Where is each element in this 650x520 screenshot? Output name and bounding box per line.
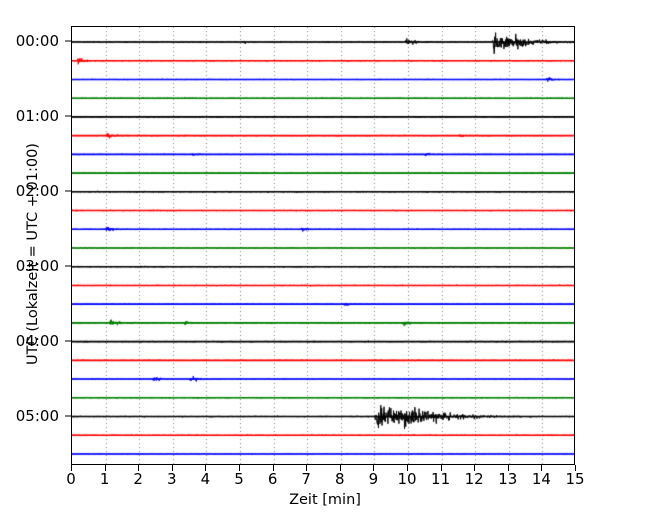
y-tick-label: 05:00 [15,406,59,425]
x-tick-mark [306,465,308,471]
y-tick-mark [65,340,71,342]
x-tick-mark [440,465,442,471]
x-tick-label: 11 [431,470,451,488]
plot-area [71,26,575,465]
x-tick-label: 6 [267,470,278,488]
y-tick-mark [65,265,71,267]
x-axis-label: Zeit [min] [289,492,361,508]
y-tick-label: 04:00 [15,331,59,350]
y-tick-mark [65,40,71,42]
x-tick-mark [272,465,274,471]
x-tick-label: 5 [234,470,244,488]
x-tick-label: 2 [133,470,143,488]
x-tick-mark [407,465,408,471]
y-tick-label: 01:00 [15,106,59,125]
y-tick-mark [65,115,71,117]
x-tick-mark [507,465,509,471]
y-tick-label: 02:00 [15,181,59,200]
x-tick-mark [205,465,207,471]
x-tick-mark [71,465,72,471]
y-tick-label: 00:00 [15,32,59,50]
x-tick-mark [171,465,173,471]
x-tick-mark [474,465,476,471]
x-tick-mark [104,465,106,471]
x-tick-label: 14 [531,470,551,488]
x-tick-mark [373,465,375,471]
x-tick-label: 13 [498,470,518,488]
x-tick-mark [339,465,341,471]
seismic-traces [72,27,574,464]
x-tick-mark [138,465,140,471]
x-tick-label: 15 [565,470,585,488]
x-tick-label: 7 [301,470,311,488]
x-tick-label: 1 [99,470,110,488]
x-tick-mark [575,465,576,471]
x-tick-mark [541,465,543,471]
x-tick-label: 12 [464,470,484,488]
x-tick-label: 0 [66,470,76,488]
x-tick-label: 3 [167,470,177,488]
x-tick-label: 8 [335,470,345,488]
y-tick-mark [65,190,71,192]
y-tick-label: 03:00 [15,256,59,275]
x-tick-label: 9 [368,470,379,488]
y-tick-mark [65,415,71,416]
x-tick-label: 10 [397,470,417,488]
x-tick-label: 4 [200,470,211,488]
x-tick-mark [239,465,240,471]
